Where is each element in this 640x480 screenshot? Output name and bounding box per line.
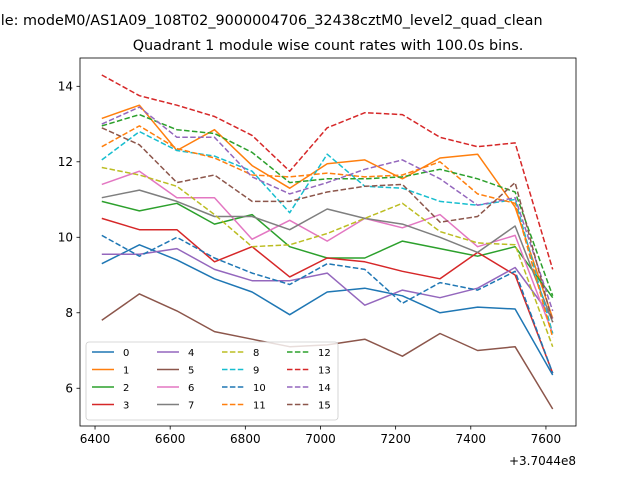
legend-label-14: 14 <box>318 383 331 394</box>
legend-label-10: 10 <box>253 383 266 394</box>
legend-label-0: 0 <box>123 348 129 359</box>
series-line-9 <box>101 130 554 334</box>
y-tick-label: 8 <box>65 306 73 320</box>
legend-label-11: 11 <box>253 400 266 411</box>
x-tick-label: 7200 <box>380 432 411 446</box>
legend-label-5: 5 <box>188 365 194 376</box>
series-line-11 <box>101 125 554 338</box>
series-line-15 <box>101 127 554 323</box>
legend-label-13: 13 <box>318 365 331 376</box>
series-line-4 <box>101 247 554 319</box>
x-tick-label: 7000 <box>305 432 336 446</box>
legend-label-3: 3 <box>123 400 129 411</box>
legend-label-9: 9 <box>253 365 259 376</box>
x-offset-text: +3.7044e8 <box>509 454 576 468</box>
legend-label-12: 12 <box>318 348 331 359</box>
chart-title: Quadrant 1 module wise count rates with … <box>133 38 524 54</box>
y-tick-label: 12 <box>58 155 73 169</box>
legend-label-15: 15 <box>318 400 331 411</box>
series-line-14 <box>101 106 554 312</box>
legend-label-8: 8 <box>253 348 259 359</box>
series-line-6 <box>101 170 554 334</box>
y-axis: 6 8 10 12 14 <box>58 80 80 396</box>
x-axis: 6400 6600 6800 7000 7200 7400 7600 <box>80 426 561 446</box>
x-tick-label: 6600 <box>155 432 186 446</box>
y-tick-label: 14 <box>58 80 73 94</box>
y-tick-label: 6 <box>65 382 73 396</box>
x-tick-label: 7600 <box>531 432 562 446</box>
legend-label-7: 7 <box>188 400 194 411</box>
y-tick-label: 10 <box>58 231 73 245</box>
x-tick-label: 6400 <box>80 432 111 446</box>
figure-suptitle: n file: modeM0/AS1A09_108T02_9000004706_… <box>0 13 543 29</box>
legend-label-2: 2 <box>123 383 129 394</box>
series-line-13 <box>101 74 554 270</box>
series-layer <box>101 74 554 410</box>
x-tick-label: 7400 <box>456 432 487 446</box>
x-tick-label: 6800 <box>230 432 261 446</box>
series-line-10 <box>101 234 554 374</box>
legend-label-6: 6 <box>188 383 194 394</box>
series-line-12 <box>101 113 554 297</box>
legend-box <box>85 341 339 421</box>
plot-frame <box>79 57 577 427</box>
legend-label-1: 1 <box>123 365 129 376</box>
series-line-7 <box>101 189 554 323</box>
legend-label-4: 4 <box>188 348 194 359</box>
series-line-0 <box>101 244 554 376</box>
